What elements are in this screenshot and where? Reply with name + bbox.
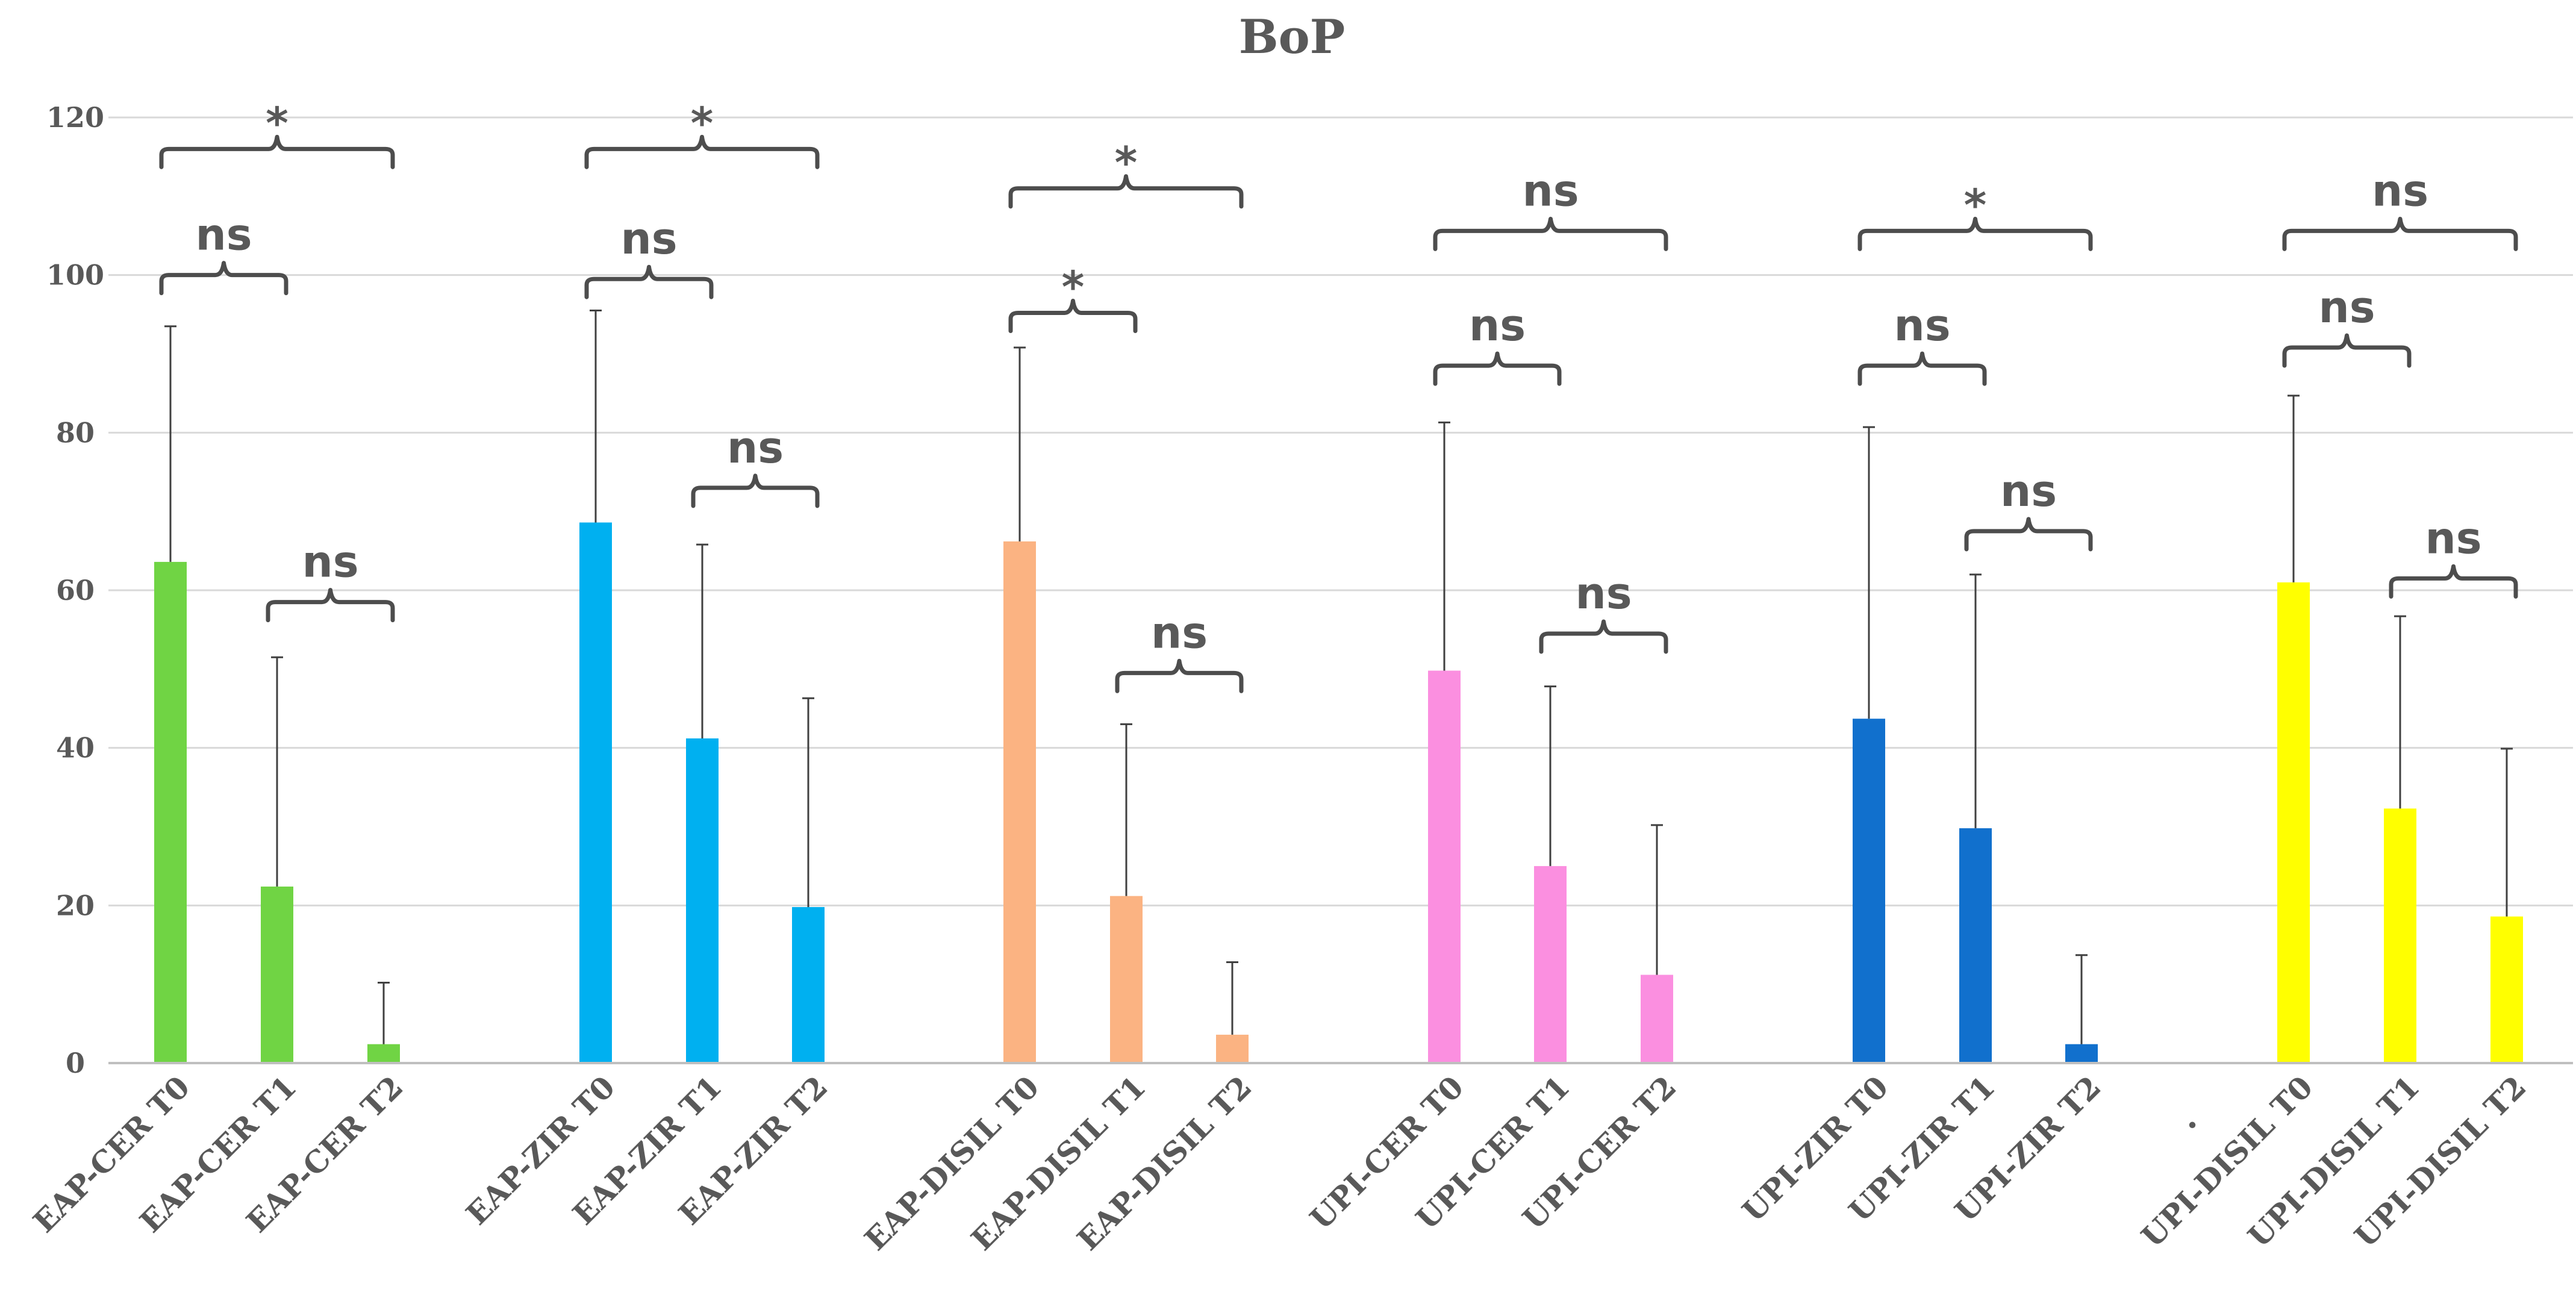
significance-label: ns xyxy=(727,422,784,473)
comparison-bracket xyxy=(584,264,714,299)
bar xyxy=(2490,916,2523,1063)
significance-label: ns xyxy=(1469,300,1526,351)
comparison-bracket xyxy=(159,134,395,169)
significance-label: * xyxy=(1062,261,1085,312)
significance-label: * xyxy=(1964,179,1987,230)
bar xyxy=(1216,1034,1249,1063)
error-bars xyxy=(164,310,2513,1044)
comparison-bracket xyxy=(1115,658,1244,693)
significance-label: * xyxy=(691,98,714,148)
y-tick-label: 40 xyxy=(56,732,95,764)
significance-label: ns xyxy=(195,210,252,260)
significance-label: ns xyxy=(620,213,677,264)
comparison-bracket xyxy=(1008,174,1244,209)
significance-label: ns xyxy=(1894,300,1950,351)
comparison-bracket xyxy=(2282,333,2412,368)
bar xyxy=(1110,896,1143,1063)
bar xyxy=(2384,808,2416,1063)
significance-label: ns xyxy=(302,537,358,587)
gridlines xyxy=(108,116,2573,906)
significance-label: ns xyxy=(1151,607,1208,658)
comparison-bracket xyxy=(266,588,395,623)
y-tick-label: 80 xyxy=(56,416,95,449)
comparison-bracket xyxy=(2389,564,2518,599)
comparison-bracket xyxy=(1008,298,1138,333)
bar xyxy=(1003,541,1036,1063)
y-tick-label: 20 xyxy=(56,889,95,922)
bar xyxy=(1641,975,1673,1063)
bar xyxy=(154,561,187,1063)
bar xyxy=(686,738,719,1063)
significance-label: ns xyxy=(2000,466,2057,516)
significance-label: ns xyxy=(2372,165,2428,216)
significance-label: ns xyxy=(2318,282,2375,332)
significance-label: ns xyxy=(1575,568,1632,619)
significance-label: * xyxy=(1115,137,1138,188)
comparison-bracket xyxy=(2282,216,2518,251)
bar xyxy=(2277,582,2310,1063)
bar xyxy=(579,522,612,1063)
bar xyxy=(367,1044,400,1063)
bar xyxy=(1959,828,1992,1063)
y-tick-label: 100 xyxy=(46,259,104,292)
bar xyxy=(1853,719,1885,1063)
significance-label: ns xyxy=(1522,165,1579,216)
comparison-bracket xyxy=(1857,351,1987,386)
y-tick-label: 120 xyxy=(46,101,104,134)
x-tick-label: EAP-DISIL T0 xyxy=(858,1069,1046,1258)
bar xyxy=(261,886,293,1063)
group-separator-label: . xyxy=(2186,1096,2198,1136)
comparison-bracket xyxy=(159,261,288,296)
comparison-bracket xyxy=(1433,351,1562,386)
y-tick-label: 0 xyxy=(66,1047,85,1079)
chart-title: BoP xyxy=(1239,10,1346,64)
significance-label: * xyxy=(266,98,288,148)
significance-annotations: * ns ns * ns ns * * ns ns ns ns * ns ns ns ns ns xyxy=(159,98,2518,693)
y-tick-label: 60 xyxy=(56,574,95,607)
significance-label: ns xyxy=(2425,513,2481,563)
bar xyxy=(792,906,825,1063)
comparison-bracket xyxy=(1857,216,2093,251)
comparison-bracket xyxy=(584,134,820,169)
bars xyxy=(154,522,2523,1063)
bar xyxy=(1428,670,1461,1063)
comparison-bracket xyxy=(691,473,820,508)
y-axis-ticks: 0 20 40 60 80 100 120 xyxy=(46,101,104,1079)
bar xyxy=(2065,1044,2098,1063)
comparison-bracket xyxy=(1539,619,1668,654)
bar xyxy=(1534,866,1567,1063)
comparison-bracket xyxy=(1964,517,2093,552)
comparison-bracket xyxy=(1433,216,1668,251)
